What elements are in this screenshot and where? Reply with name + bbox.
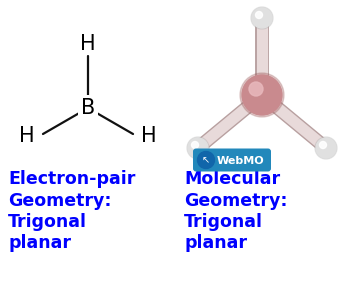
FancyBboxPatch shape — [193, 149, 271, 171]
Circle shape — [240, 73, 284, 117]
Text: H: H — [80, 34, 96, 54]
Circle shape — [251, 7, 273, 29]
Circle shape — [242, 75, 282, 115]
Circle shape — [256, 12, 263, 18]
Text: H: H — [141, 126, 157, 146]
Text: H: H — [19, 126, 35, 146]
Circle shape — [187, 137, 209, 159]
Circle shape — [197, 151, 214, 168]
Text: WebMO: WebMO — [216, 155, 264, 166]
Circle shape — [316, 138, 336, 158]
Circle shape — [252, 8, 272, 28]
Text: ↖: ↖ — [202, 155, 210, 166]
Circle shape — [315, 137, 337, 159]
Circle shape — [249, 82, 263, 96]
Text: Molecular
Geometry:
Trigonal
planar: Molecular Geometry: Trigonal planar — [184, 170, 288, 253]
Text: B: B — [81, 98, 95, 118]
Circle shape — [191, 142, 199, 149]
Text: Electron-pair
Geometry:
Trigonal
planar: Electron-pair Geometry: Trigonal planar — [8, 170, 136, 253]
Circle shape — [320, 142, 327, 149]
Circle shape — [188, 138, 208, 158]
